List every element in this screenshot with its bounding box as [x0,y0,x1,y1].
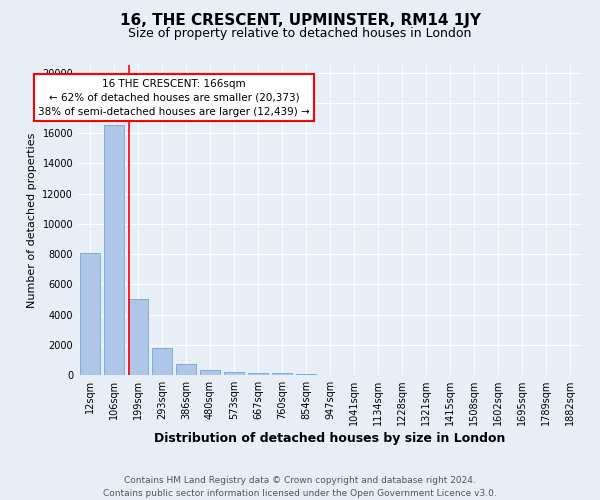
Bar [224,372,244,375]
Bar [80,254,100,375]
Text: Size of property relative to detached houses in London: Size of property relative to detached ho… [128,28,472,40]
Bar [152,348,172,375]
Text: 16 THE CRESCENT: 166sqm
← 62% of detached houses are smaller (20,373)
38% of sem: 16 THE CRESCENT: 166sqm ← 62% of detache… [38,78,310,116]
Text: 16, THE CRESCENT, UPMINSTER, RM14 1JY: 16, THE CRESCENT, UPMINSTER, RM14 1JY [119,12,481,28]
Y-axis label: Number of detached properties: Number of detached properties [27,132,37,308]
Bar [296,374,316,375]
Bar [200,370,220,375]
Bar [272,372,292,375]
Bar [248,372,268,375]
Text: Contains HM Land Registry data © Crown copyright and database right 2024.
Contai: Contains HM Land Registry data © Crown c… [103,476,497,498]
Bar [176,364,196,375]
X-axis label: Distribution of detached houses by size in London: Distribution of detached houses by size … [154,432,506,446]
Bar [104,126,124,375]
Bar [128,300,148,375]
